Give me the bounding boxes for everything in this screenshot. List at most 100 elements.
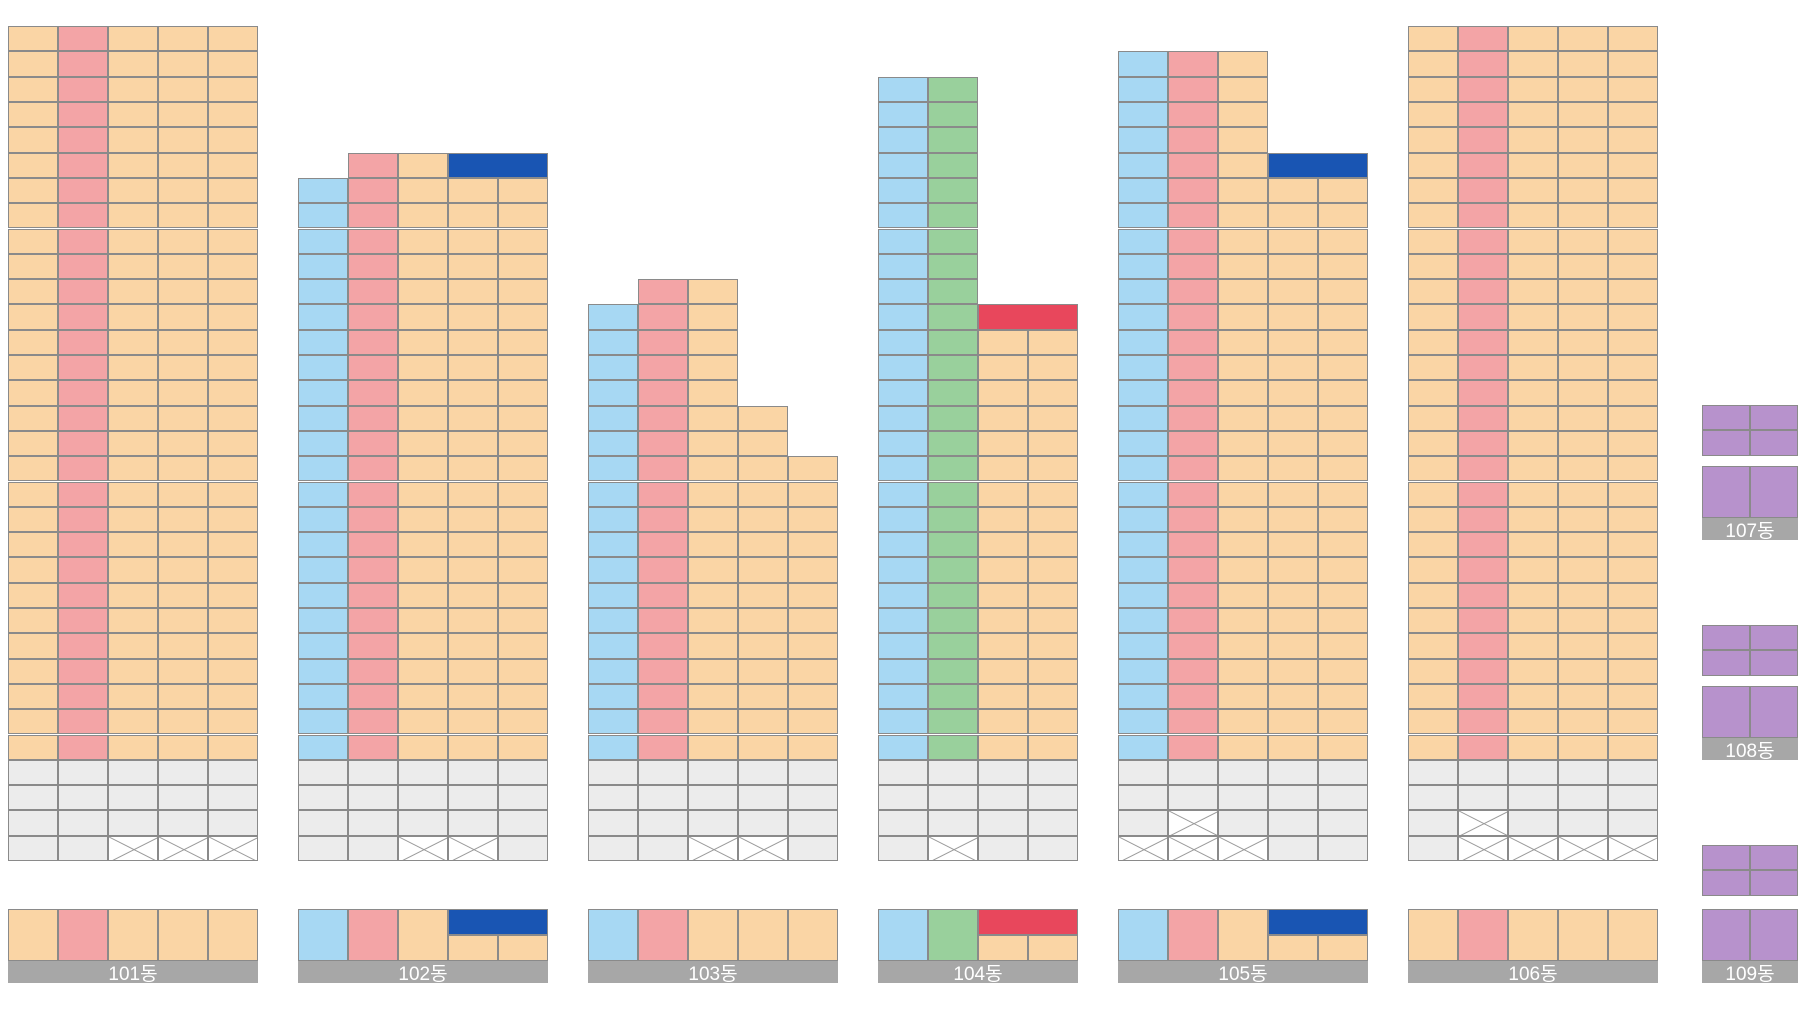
unit-3203: [1508, 51, 1558, 77]
unit-902: [1168, 633, 1218, 659]
unit-2202: [638, 304, 688, 330]
unit-type-84A: [448, 935, 498, 961]
unit-805: [498, 658, 548, 684]
unit-402: [58, 759, 108, 786]
unit-2304: [1558, 279, 1608, 305]
unit-1505: [208, 481, 258, 507]
unit-2203: [978, 304, 1078, 330]
unit-2903: [108, 127, 158, 153]
unit-605: [788, 709, 838, 735]
unit-2601: [8, 203, 58, 229]
unit-1505: [1318, 481, 1368, 507]
unit-1901: [298, 380, 348, 406]
unit-1102: [58, 582, 108, 608]
unit-603: [108, 709, 158, 735]
unit-1902: [348, 380, 398, 406]
unit-1403: [1508, 506, 1558, 533]
unit-101: [588, 835, 638, 861]
unit-3101: [1408, 76, 1458, 102]
unit-1103: [688, 582, 738, 608]
unit-1704: [1558, 430, 1608, 457]
unit-804: [158, 658, 208, 684]
unit-1403: [398, 506, 448, 533]
unit-1904: [1558, 380, 1608, 406]
unit-503: [1218, 734, 1268, 760]
unit-403: [398, 759, 448, 786]
unit-type-84T: [1750, 686, 1798, 738]
unit-3305: [208, 26, 258, 52]
unit-2301: [298, 279, 348, 305]
unit-1201: [588, 557, 638, 583]
unit-2605: [1318, 203, 1368, 229]
unit-2405: [498, 253, 548, 280]
unit-403: [1508, 759, 1558, 786]
unit-1602: [1458, 456, 1508, 482]
unit-2303: [1508, 279, 1558, 305]
unit-505: [1318, 734, 1368, 760]
unit-801: [878, 658, 928, 684]
unit-2202: [348, 304, 398, 330]
empty-unit: [1608, 835, 1658, 861]
unit-1705: [1608, 430, 1658, 457]
unit-501: [878, 734, 928, 760]
unit-402: [928, 759, 978, 786]
unit-1005: [788, 608, 838, 634]
unit-1303: [1508, 532, 1558, 558]
unit-703: [688, 683, 738, 710]
unit-203: [108, 810, 158, 836]
unit-2901: [1118, 127, 1168, 153]
unit-201: [1408, 810, 1458, 836]
unit-1401: [878, 506, 928, 533]
unit-type-84A: [1558, 909, 1608, 961]
unit-704: [158, 683, 208, 710]
unit-1105: [1608, 582, 1658, 608]
unit-2405: [1608, 253, 1658, 280]
unit-3103: [108, 76, 158, 102]
unit-1904: [1028, 380, 1078, 406]
unit-type-84T: [1702, 909, 1750, 961]
unit-1601: [8, 456, 58, 482]
unit-1904: [1268, 380, 1318, 406]
unit-2904: [158, 127, 208, 153]
unit-102: [1750, 650, 1798, 676]
unit-2702: [1458, 177, 1508, 204]
unit-3001: [8, 102, 58, 128]
unit-1002: [1168, 608, 1218, 634]
unit-301: [8, 785, 58, 811]
unit-type-84A: [108, 909, 158, 961]
unit-1503: [978, 481, 1028, 507]
unit-2001: [588, 355, 638, 381]
building-label: 107동: [1702, 518, 1798, 542]
unit-2005: [208, 355, 258, 381]
unit-2102: [1458, 329, 1508, 355]
unit-2101: [588, 329, 638, 355]
unit-1704: [1268, 430, 1318, 457]
unit-405: [788, 759, 838, 786]
building-label: 109동: [1702, 961, 1798, 985]
unit-2604: [1268, 203, 1318, 229]
unit-202: [1750, 405, 1798, 431]
unit-601: [8, 709, 58, 735]
unit-204: [738, 810, 788, 836]
unit-1001: [1408, 608, 1458, 634]
empty-unit-cross-icon: [1169, 836, 1217, 860]
unit-1201: [878, 557, 928, 583]
unit-1603: [1508, 456, 1558, 482]
unit-type-84B: [348, 909, 398, 961]
unit-1005: [498, 608, 548, 634]
unit-1405: [208, 506, 258, 533]
unit-2505: [1318, 228, 1368, 254]
unit-304: [158, 785, 208, 811]
unit-202: [58, 810, 108, 836]
unit-1702: [1458, 430, 1508, 457]
unit-1205: [1608, 557, 1658, 583]
unit-2005: [1318, 355, 1368, 381]
empty-unit-cross-icon: [159, 836, 207, 860]
unit-type-84B: [58, 909, 108, 961]
unit-2802: [1168, 152, 1218, 178]
unit-2201: [8, 304, 58, 330]
unit-1902: [1168, 380, 1218, 406]
unit-602: [1168, 709, 1218, 735]
unit-903: [1508, 633, 1558, 659]
unit-403: [1218, 759, 1268, 786]
